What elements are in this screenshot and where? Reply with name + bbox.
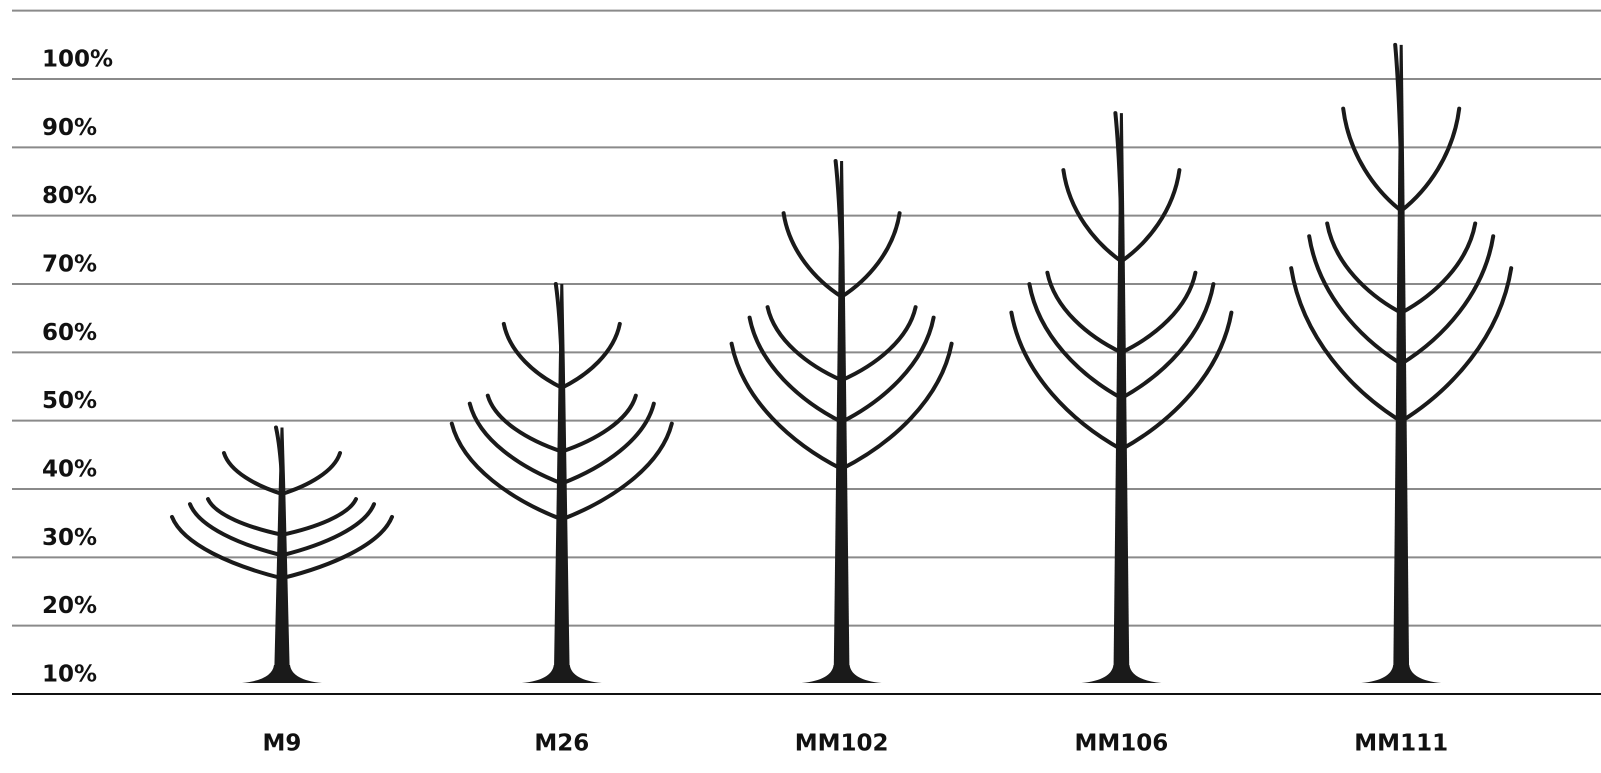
branch bbox=[839, 341, 954, 471]
branch bbox=[1325, 221, 1404, 315]
branch bbox=[1399, 221, 1478, 315]
branch bbox=[449, 421, 564, 522]
y-tick-label: 50% bbox=[42, 388, 97, 414]
tree bbox=[170, 425, 394, 683]
branch bbox=[839, 211, 902, 299]
branch bbox=[280, 451, 342, 496]
branch bbox=[839, 315, 936, 424]
tree bbox=[1009, 111, 1234, 683]
branch bbox=[1399, 266, 1514, 424]
x-tick-label: M26 bbox=[534, 731, 589, 757]
branch bbox=[170, 514, 284, 581]
tree bbox=[449, 282, 674, 683]
x-tick-label: MM102 bbox=[795, 731, 889, 757]
branch bbox=[559, 321, 622, 390]
y-tick-label: 60% bbox=[42, 320, 97, 346]
x-tick-label: MM106 bbox=[1075, 731, 1169, 757]
leader bbox=[1393, 42, 1404, 175]
y-tick-label: 10% bbox=[42, 662, 97, 688]
branch bbox=[188, 502, 284, 558]
tree bbox=[729, 159, 954, 683]
y-tick-label: 40% bbox=[42, 457, 97, 483]
branch bbox=[1061, 168, 1124, 264]
trunk-flare bbox=[242, 665, 322, 683]
branch bbox=[765, 305, 844, 383]
branch bbox=[1119, 310, 1234, 452]
branch bbox=[467, 401, 564, 486]
branch bbox=[1045, 270, 1124, 355]
trunk-flare bbox=[1081, 665, 1162, 683]
branch bbox=[206, 497, 284, 537]
branch bbox=[280, 497, 358, 537]
branch bbox=[729, 341, 844, 471]
x-tick-label: MM111 bbox=[1354, 731, 1448, 757]
y-tick-label: 30% bbox=[42, 525, 97, 551]
branch bbox=[1027, 282, 1124, 401]
branch bbox=[222, 451, 284, 496]
branch bbox=[781, 211, 844, 299]
branch bbox=[1119, 168, 1182, 264]
branch bbox=[1009, 310, 1124, 452]
branch bbox=[559, 421, 674, 522]
branch bbox=[501, 321, 564, 390]
branch bbox=[1399, 234, 1496, 366]
branch bbox=[1119, 282, 1216, 401]
y-tick-label: 80% bbox=[42, 183, 97, 209]
branch bbox=[1289, 266, 1404, 424]
y-tick-label: 20% bbox=[42, 593, 97, 619]
trunk-flare bbox=[1361, 665, 1442, 683]
trunk-flare bbox=[801, 665, 882, 683]
branch bbox=[559, 393, 638, 454]
tree bbox=[1289, 42, 1514, 684]
branch bbox=[1307, 234, 1404, 366]
y-tick-label: 70% bbox=[42, 252, 97, 278]
leader bbox=[833, 159, 844, 268]
branch bbox=[1399, 106, 1462, 213]
branch bbox=[485, 393, 564, 454]
leader bbox=[1113, 111, 1124, 230]
trunk-flare bbox=[521, 665, 602, 683]
branch bbox=[747, 315, 844, 424]
branch bbox=[280, 502, 376, 558]
leader bbox=[274, 425, 284, 481]
branch bbox=[839, 305, 918, 383]
leader bbox=[553, 282, 564, 366]
branch bbox=[1341, 106, 1404, 213]
y-tick-label: 100% bbox=[42, 47, 113, 73]
branch bbox=[280, 514, 394, 581]
x-tick-label: M9 bbox=[263, 731, 302, 757]
y-tick-label: 90% bbox=[42, 115, 97, 141]
branch bbox=[559, 401, 656, 486]
branch bbox=[1119, 270, 1198, 355]
